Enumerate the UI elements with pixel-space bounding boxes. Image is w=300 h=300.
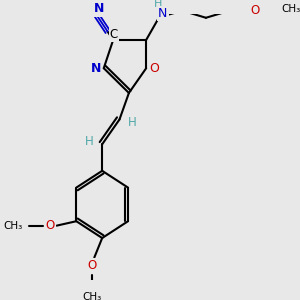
Text: N: N [91, 62, 101, 75]
Text: CH₃: CH₃ [281, 4, 300, 14]
Text: CH₃: CH₃ [4, 220, 23, 231]
Text: O: O [87, 259, 97, 272]
Text: H: H [85, 135, 94, 148]
Text: H: H [154, 0, 162, 9]
Text: C: C [110, 28, 118, 40]
Text: O: O [46, 219, 55, 232]
Text: CH₃: CH₃ [82, 292, 102, 300]
Text: O: O [149, 62, 159, 75]
Text: N: N [158, 7, 167, 20]
Text: N: N [94, 2, 104, 15]
Text: O: O [251, 4, 260, 17]
Text: H: H [128, 116, 136, 129]
